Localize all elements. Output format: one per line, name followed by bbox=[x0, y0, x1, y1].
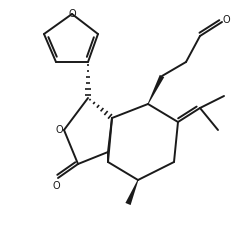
Text: O: O bbox=[222, 15, 230, 25]
Text: O: O bbox=[68, 9, 76, 19]
Polygon shape bbox=[125, 180, 138, 205]
Polygon shape bbox=[148, 75, 164, 104]
Text: O: O bbox=[52, 181, 60, 191]
Text: O: O bbox=[55, 125, 63, 135]
